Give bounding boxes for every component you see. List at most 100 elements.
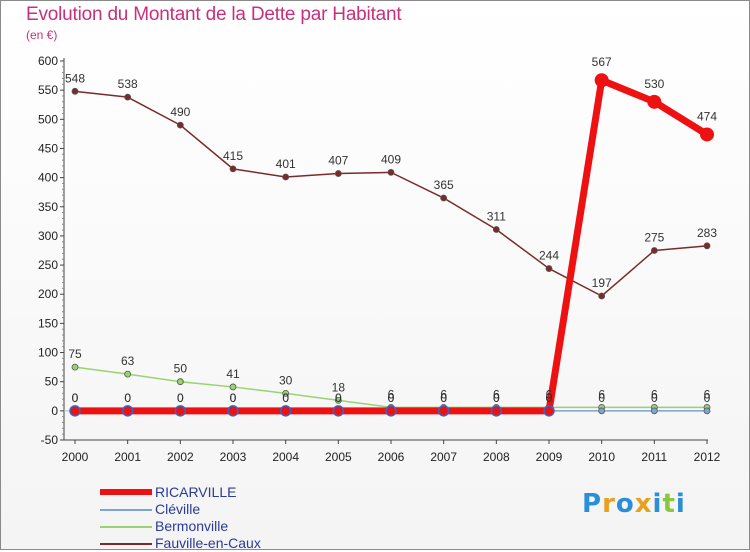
logo-letter: i	[652, 489, 663, 519]
x-tick-label: 2005	[325, 450, 352, 464]
point-fauville-en-caux	[176, 121, 184, 129]
x-tick-label: 2002	[167, 450, 194, 464]
y-tick-label: -50	[41, 433, 59, 447]
legend-swatch-bermonville	[100, 526, 152, 528]
point-fauville-en-caux	[71, 87, 79, 95]
point-ricarville	[332, 405, 345, 417]
proxiti-logo: Proxiti	[582, 489, 686, 519]
data-label-cleville: 0	[651, 391, 658, 405]
data-label-ricarville: 0	[388, 391, 395, 405]
point-bermonville	[282, 389, 290, 397]
y-tick-label: 0	[51, 404, 58, 418]
data-label-ricarville: 567	[592, 55, 612, 69]
y-tick-label: 100	[38, 346, 58, 360]
point-bermonville	[124, 370, 132, 378]
point-fauville-en-caux	[229, 165, 237, 173]
data-label-ricarville: 0	[440, 391, 447, 405]
legend-label-bermonville: Bermonville	[155, 518, 229, 534]
y-tick-label: 350	[38, 200, 58, 214]
data-label-cleville: 0	[124, 391, 131, 405]
data-label-bermonville: 6	[440, 387, 447, 401]
data-label-bermonville: 6	[546, 387, 553, 401]
x-tick-label: 2004	[272, 450, 299, 464]
y-tick-label: 50	[45, 375, 59, 389]
chart-title: Evolution du Montant de la Dette par Hab…	[26, 4, 402, 25]
data-label-ricarville: 0	[282, 391, 289, 405]
data-label-fauville-en-caux: 401	[276, 157, 296, 171]
y-tick-label: 300	[38, 229, 58, 243]
x-tick-label: 2007	[430, 450, 457, 464]
data-label-ricarville: 530	[644, 77, 664, 91]
data-label-fauville-en-caux: 548	[65, 71, 85, 85]
point-ricarville	[69, 405, 81, 417]
data-label-ricarville: 0	[335, 391, 342, 405]
data-label-cleville: 0	[230, 391, 237, 405]
point-ricarville	[227, 405, 239, 417]
point-ricarville	[174, 405, 187, 417]
data-label-fauville-en-caux: 197	[592, 276, 612, 290]
legend-label-cleville: Cléville	[155, 501, 201, 517]
point-fauville-en-caux	[440, 194, 448, 202]
logo-letter: x	[634, 489, 653, 519]
legend-swatch-cleville	[100, 509, 152, 511]
data-label-bermonville: 6	[651, 387, 658, 401]
point-bermonville	[176, 378, 184, 386]
data-label-ricarville: 0	[546, 391, 553, 405]
point-cleville	[598, 407, 606, 415]
data-label-fauville-en-caux: 311	[487, 210, 506, 224]
series-line-ricarville	[71, 76, 711, 415]
point-ricarville	[385, 405, 397, 417]
data-label-fauville-en-caux: 409	[381, 152, 401, 166]
point-bermonville	[334, 396, 342, 404]
point-ricarville	[647, 94, 662, 109]
y-tick-label: 400	[38, 171, 58, 185]
data-label-bermonville: 6	[704, 387, 711, 401]
data-label-cleville: 0	[335, 391, 342, 405]
data-label-bermonville: 41	[226, 367, 240, 381]
data-label-fauville-en-caux: 283	[697, 226, 717, 240]
legend-label-fauville: Fauville-en-Caux	[155, 535, 261, 551]
x-tick-label: 2009	[536, 450, 563, 464]
data-label-ricarville: 0	[124, 391, 131, 405]
point-ricarville	[121, 405, 134, 417]
point-fauville-en-caux	[598, 292, 606, 300]
point-fauville-en-caux	[387, 168, 395, 176]
y-tick-label: 600	[38, 54, 58, 68]
data-label-cleville: 0	[72, 391, 79, 405]
y-tick-label: 550	[38, 83, 58, 97]
data-label-bermonville: 30	[279, 373, 293, 387]
data-label-fauville-en-caux: 490	[170, 105, 190, 119]
y-tick-label: 150	[38, 316, 58, 330]
data-label-cleville: 0	[598, 391, 605, 405]
point-fauville-en-caux	[124, 93, 132, 101]
logo-letter: t	[662, 489, 676, 519]
point-fauville-en-caux	[334, 170, 342, 177]
data-label-bermonville: 50	[174, 362, 188, 376]
data-label-ricarville: 0	[177, 391, 184, 405]
data-label-ricarville: 0	[72, 391, 79, 405]
point-fauville-en-caux	[650, 247, 658, 254]
data-label-bermonville: 6	[388, 387, 395, 401]
data-label-cleville: 0	[388, 391, 395, 405]
data-label-cleville: 0	[440, 391, 447, 405]
point-ricarville	[543, 405, 555, 417]
data-label-fauville-en-caux: 407	[328, 154, 348, 168]
point-cleville	[703, 407, 711, 415]
data-label-fauville-en-caux: 275	[644, 231, 664, 245]
data-label-ricarville: 474	[697, 109, 717, 123]
point-bermonville	[229, 383, 237, 391]
chart-unit: (en €)	[26, 28, 58, 42]
chart-plot: -500501001502002503003504004505005506002…	[38, 54, 721, 464]
y-tick-label: 250	[38, 258, 58, 272]
point-fauville-en-caux	[703, 242, 711, 250]
point-fauville-en-caux	[492, 226, 500, 233]
data-label-cleville: 0	[493, 391, 500, 405]
data-label-fauville-en-caux: 365	[434, 178, 454, 192]
y-tick-label: 200	[38, 287, 58, 301]
data-label-fauville-en-caux: 244	[539, 249, 559, 263]
point-ricarville	[490, 405, 503, 417]
data-label-ricarville: 0	[493, 391, 500, 405]
series-line-fauville-en-caux	[74, 90, 708, 297]
data-label-fauville-en-caux: 415	[223, 149, 243, 163]
point-bermonville	[71, 363, 79, 371]
